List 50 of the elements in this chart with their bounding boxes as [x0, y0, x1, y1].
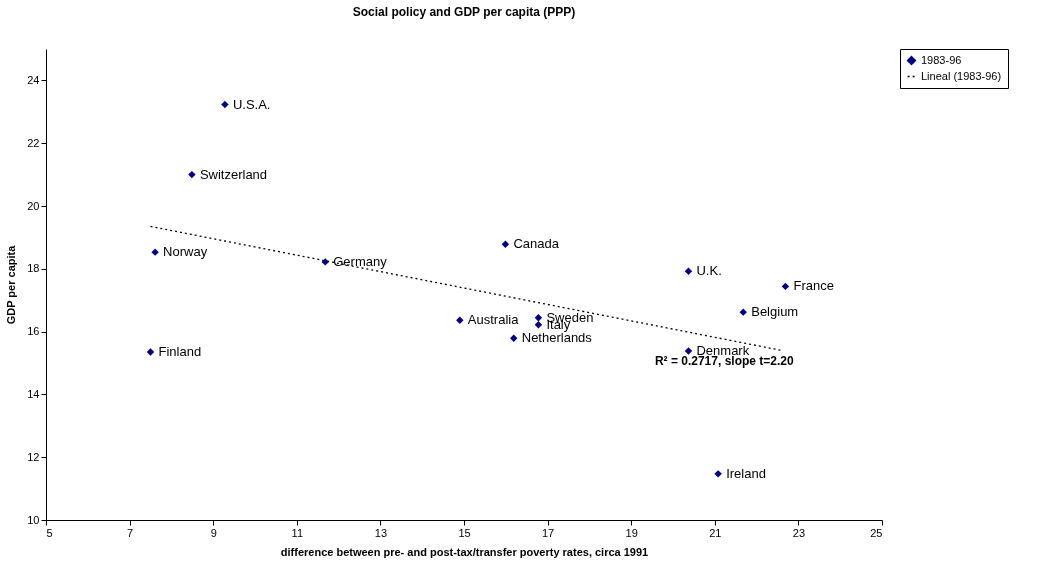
annotation: France — [793, 278, 834, 294]
x-tick-label: 7 — [127, 526, 134, 539]
y-tick-label: 14 — [27, 387, 40, 400]
point — [684, 267, 693, 276]
y-tick-label: 12 — [27, 450, 40, 463]
y-axis-title: GDP per capita — [5, 244, 18, 325]
y-tick-label: 10 — [27, 513, 40, 526]
point — [146, 348, 155, 356]
x-tick-label: 15 — [458, 526, 471, 539]
chart-title: Social policy and GDP per capita (PPP) — [352, 4, 576, 19]
annotation: Australia — [467, 312, 520, 328]
x-axis-title: difference between pre- and post-tax/transfer poverty rates, circa 1991 — [280, 545, 649, 558]
point — [534, 320, 543, 329]
x-tick-label: 9 — [210, 526, 217, 539]
point — [534, 314, 543, 322]
annotation: U.K. — [696, 263, 722, 279]
annotation: Belgium — [751, 304, 799, 320]
y-tick-label: 22 — [27, 136, 40, 149]
annotation: Canada — [513, 236, 560, 252]
point — [684, 347, 693, 355]
x-tick-label: 13 — [374, 526, 388, 539]
annotation: U.S.A. — [232, 96, 271, 112]
point — [456, 316, 464, 324]
point — [781, 282, 790, 291]
point — [321, 258, 329, 266]
point — [221, 100, 229, 109]
annotation: R² = 0.2717, slope t=2.20 — [654, 354, 794, 369]
y-tick-label: 20 — [27, 199, 40, 212]
legend-label: Lineal (1983-96) — [921, 69, 1002, 82]
y-tick-label: 24 — [27, 73, 40, 86]
annotation: Ireland — [726, 465, 766, 481]
y-tick-label: 18 — [27, 262, 40, 275]
annotation: Norway — [163, 244, 208, 260]
x-tick-label: 23 — [792, 526, 806, 539]
x-tick-label: 21 — [709, 526, 722, 539]
x-tick-label: 5 — [46, 526, 53, 539]
point — [188, 170, 196, 179]
annotation: Switzerland — [199, 166, 268, 182]
annotation: Germany — [333, 253, 388, 269]
x-tick-label: 11 — [291, 526, 304, 539]
x-tick-label: 19 — [625, 526, 638, 539]
point — [501, 240, 510, 249]
point — [739, 308, 747, 316]
point — [510, 334, 518, 342]
annotation: Finland — [158, 344, 202, 360]
x-tick-label: 17 — [541, 526, 555, 539]
point — [714, 470, 722, 478]
legend-label: 1983-96 — [921, 53, 962, 66]
y-tick-label: 16 — [27, 325, 40, 338]
x-tick-label: 25 — [870, 526, 883, 539]
